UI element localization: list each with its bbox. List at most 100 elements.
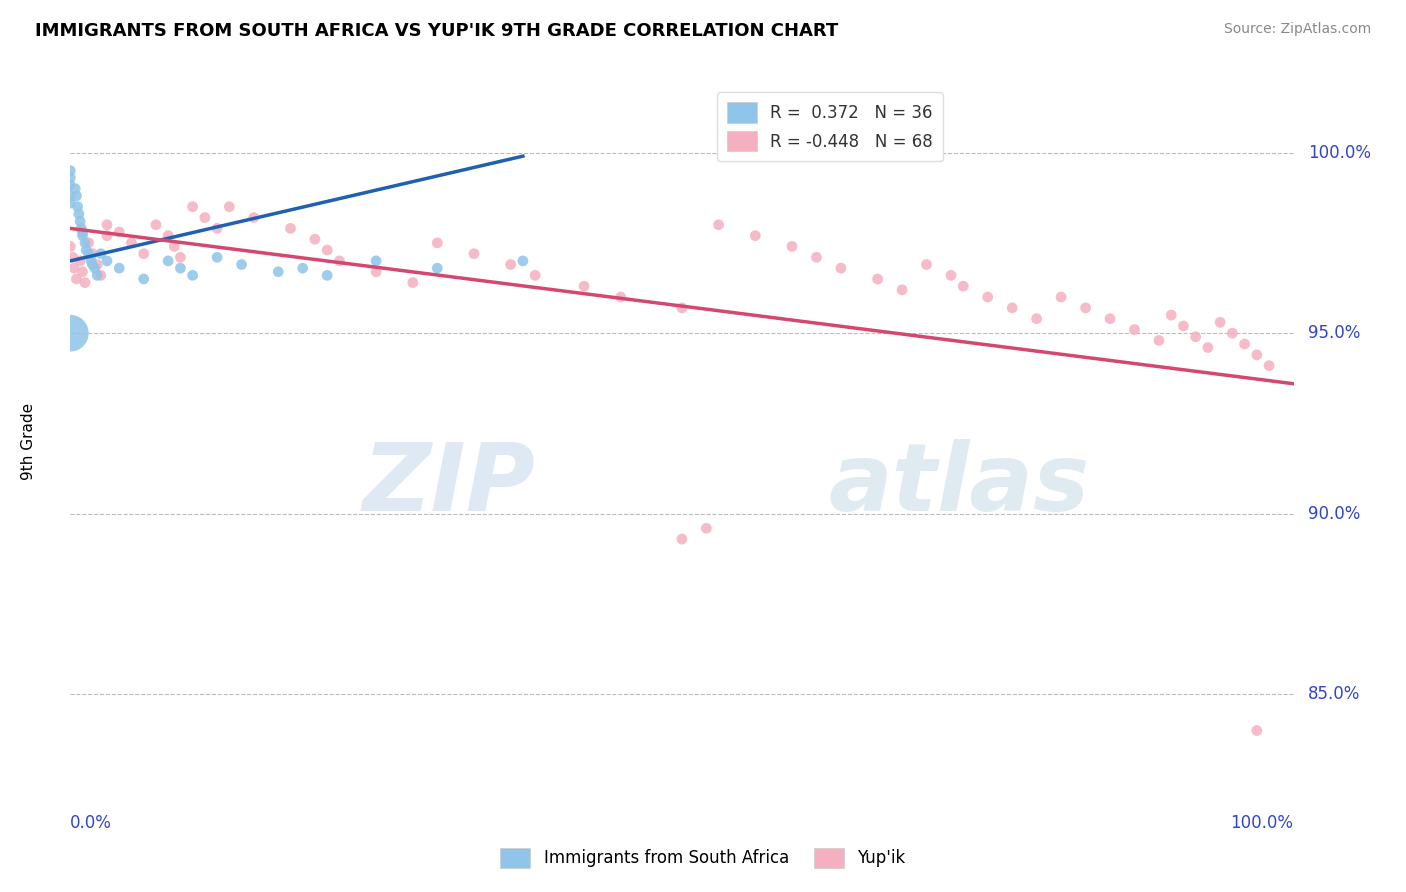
Point <box>59 170 82 185</box>
Point <box>1147 334 1170 348</box>
Point <box>65 272 87 286</box>
Point <box>205 250 228 264</box>
Point <box>75 243 97 257</box>
Point <box>744 228 766 243</box>
Point <box>132 272 155 286</box>
Point <box>610 290 633 304</box>
Point <box>73 235 96 250</box>
Point <box>243 211 266 225</box>
Point <box>952 279 974 293</box>
Point <box>108 225 131 239</box>
Point <box>1197 341 1219 355</box>
Point <box>695 521 717 535</box>
Point <box>267 265 290 279</box>
Point <box>671 532 693 546</box>
Point <box>96 218 118 232</box>
Point <box>1184 330 1206 344</box>
Text: 0.0%: 0.0% <box>70 814 112 831</box>
Point <box>426 235 449 250</box>
Point <box>145 218 167 232</box>
Point <box>59 239 82 253</box>
Point <box>1160 308 1182 322</box>
Point <box>83 261 105 276</box>
Point <box>707 218 730 232</box>
Point <box>69 214 91 228</box>
Point <box>231 258 253 272</box>
Point <box>1173 318 1195 333</box>
Text: 100.0%: 100.0% <box>1230 814 1294 831</box>
Point <box>1246 348 1268 362</box>
Point <box>1050 290 1073 304</box>
Point <box>82 258 104 272</box>
Point <box>976 290 998 304</box>
Point <box>366 265 388 279</box>
Point <box>205 221 228 235</box>
Point <box>59 326 82 341</box>
Point <box>304 232 326 246</box>
Point <box>70 221 93 235</box>
Point <box>1258 359 1281 373</box>
Point <box>866 272 889 286</box>
Point <box>59 189 82 203</box>
Point <box>96 228 118 243</box>
Text: atlas: atlas <box>828 439 1090 531</box>
Point <box>59 178 82 192</box>
Point <box>63 182 86 196</box>
Point <box>806 250 828 264</box>
Point <box>463 246 485 260</box>
Point <box>316 243 339 257</box>
Point <box>62 250 84 264</box>
Point <box>63 261 86 276</box>
Point <box>915 258 938 272</box>
Legend: Immigrants from South Africa, Yup'ik: Immigrants from South Africa, Yup'ik <box>494 841 912 875</box>
Point <box>402 276 425 290</box>
Point <box>1025 311 1047 326</box>
Point <box>1246 723 1268 738</box>
Point <box>157 254 180 268</box>
Text: ZIP: ZIP <box>363 439 536 531</box>
Point <box>316 268 339 283</box>
Point <box>90 246 112 260</box>
Text: IMMIGRANTS FROM SOUTH AFRICA VS YUP'IK 9TH GRADE CORRELATION CHART: IMMIGRANTS FROM SOUTH AFRICA VS YUP'IK 9… <box>35 22 838 40</box>
Point <box>86 268 108 283</box>
Point <box>572 279 595 293</box>
Point <box>512 254 534 268</box>
Point <box>830 261 852 276</box>
Point <box>108 261 131 276</box>
Point <box>291 261 314 276</box>
Point <box>132 246 155 260</box>
Point <box>1233 337 1256 351</box>
Point <box>499 258 522 272</box>
Point <box>80 254 103 268</box>
Point <box>157 228 180 243</box>
Point <box>59 196 82 211</box>
Point <box>90 268 112 283</box>
Point <box>67 207 90 221</box>
Point <box>72 265 94 279</box>
Point <box>59 163 82 178</box>
Point <box>1099 311 1122 326</box>
Point <box>328 254 350 268</box>
Point <box>780 239 803 253</box>
Text: Source: ZipAtlas.com: Source: ZipAtlas.com <box>1223 22 1371 37</box>
Point <box>1220 326 1243 341</box>
Point <box>181 200 204 214</box>
Text: 9th Grade: 9th Grade <box>21 403 37 480</box>
Point <box>66 200 89 214</box>
Text: 100.0%: 100.0% <box>1308 144 1371 161</box>
Point <box>939 268 962 283</box>
Point <box>1209 315 1232 329</box>
Point <box>426 261 449 276</box>
Point <box>1074 301 1097 315</box>
Point <box>671 301 693 315</box>
Legend: R =  0.372   N = 36, R = -0.448   N = 68: R = 0.372 N = 36, R = -0.448 N = 68 <box>717 92 942 161</box>
Point <box>163 239 186 253</box>
Point <box>77 235 100 250</box>
Point <box>73 276 96 290</box>
Point <box>69 254 91 268</box>
Point <box>121 235 143 250</box>
Point <box>77 246 100 260</box>
Point <box>280 221 302 235</box>
Text: 90.0%: 90.0% <box>1308 505 1361 523</box>
Point <box>524 268 547 283</box>
